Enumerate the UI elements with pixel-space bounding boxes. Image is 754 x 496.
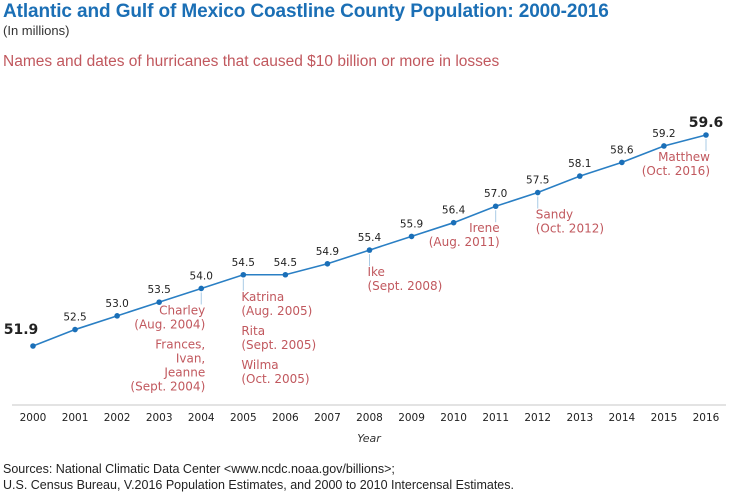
annotation-text: Charley: [159, 303, 205, 317]
data-point-2005: [240, 271, 247, 278]
x-axis-title: Year: [357, 432, 382, 445]
data-point-2003: [156, 299, 162, 305]
annotation-text: (Sept. 2008): [368, 279, 443, 293]
x-tick-label-2009: 2009: [398, 412, 425, 424]
data-point-2014: [619, 159, 625, 166]
x-tick-label-2016: 2016: [693, 412, 720, 424]
data-point-2016: [703, 132, 709, 138]
annotation-2005: Katrina(Aug. 2005) Rita(Sept. 2005) Wilma(…: [241, 290, 316, 386]
annotation-text: Rita: [241, 324, 265, 338]
value-label-2008: 55.4: [358, 232, 382, 244]
annotation-text: Ike: [368, 265, 385, 279]
annotation-2011: Irene(Aug. 2011): [429, 221, 500, 249]
x-tick-label-2008: 2008: [356, 412, 383, 424]
annotation-legend-note: Names and dates of hurricanes that cause…: [3, 53, 500, 70]
x-tick-label-2006: 2006: [272, 412, 299, 424]
annotation-text: Jeanne: [163, 365, 205, 379]
sources-line-2: U.S. Census Bureau, V.2016 Population Es…: [3, 478, 514, 492]
x-tick-label-2012: 2012: [524, 412, 551, 424]
data-point-2015: [661, 143, 667, 149]
value-label-2000: 51.9: [4, 322, 39, 338]
value-label-2001: 52.5: [63, 312, 86, 324]
annotation-text: (Oct. 2016): [642, 164, 710, 178]
value-label-2004: 54.0: [190, 270, 213, 282]
value-label-2016: 59.6: [689, 115, 724, 131]
value-label-2003: 53.5: [147, 284, 170, 296]
annotation-text: (Aug. 2005): [241, 304, 312, 318]
data-point-2011: [492, 203, 499, 210]
x-tick-label-2003: 2003: [146, 412, 173, 424]
x-tick-labels: 2000 2001 2002 2003 2004 2005 2006 2007 2008 2009…: [20, 412, 720, 424]
value-labels: 51.9 52.5 53.0 53.5 54.0 54.5 54.5 54.9 55.4 55.9…: [4, 115, 724, 338]
x-tick-label-2002: 2002: [104, 412, 131, 424]
sources-footnote: Sources: National Climatic Data Center <…: [3, 461, 514, 493]
data-point-2004: [198, 285, 205, 292]
annotation-text: Sandy: [536, 208, 573, 222]
chart-subtitle: (In millions): [3, 23, 70, 38]
annotation-2012: Sandy(Oct. 2012): [536, 208, 604, 236]
x-tick-label-2010: 2010: [440, 412, 467, 424]
annotation-2008: Ike(Sept. 2008): [368, 265, 443, 293]
value-label-2013: 58.1: [568, 158, 591, 170]
annotation-text: Matthew: [658, 150, 710, 164]
hurricane-annotations: Charley(Aug. 2004)Frances,Ivan,Jeanne(Se…: [130, 150, 710, 393]
annotation-text: (Sept. 2005): [241, 338, 316, 352]
x-tick-label-2014: 2014: [609, 412, 636, 424]
value-label-2006: 54.5: [274, 257, 297, 269]
value-label-2011: 57.0: [484, 188, 507, 200]
chart-title: Atlantic and Gulf of Mexico Coastline Co…: [3, 1, 609, 22]
data-point-2010: [450, 219, 457, 226]
annotation-text: (Aug. 2004): [134, 317, 205, 331]
data-point-2012: [534, 189, 541, 196]
value-label-2005: 54.5: [232, 257, 255, 269]
value-label-2012: 57.5: [526, 175, 549, 187]
value-label-2009: 55.9: [400, 218, 423, 230]
annotation-2004: Charley(Aug. 2004) Frances,Ivan,Jeanne(Se…: [130, 303, 205, 393]
annotation-text: Ivan,: [176, 351, 205, 365]
value-label-2007: 54.9: [316, 246, 339, 258]
x-tick-label-2001: 2001: [62, 412, 89, 424]
annotation-2016: Matthew(Oct. 2016): [642, 150, 710, 178]
data-point-2007: [324, 260, 331, 267]
annotation-leaders: [200, 139, 707, 305]
data-point-2008: [366, 247, 373, 253]
x-tick-label-2004: 2004: [188, 412, 215, 424]
annotation-text: (Oct. 2012): [536, 222, 604, 236]
data-point-2000: [30, 343, 36, 349]
annotation-text: Wilma: [241, 358, 278, 372]
data-point-2006: [282, 271, 289, 278]
value-label-2002: 53.0: [105, 298, 128, 310]
x-tick-label-2007: 2007: [314, 412, 341, 424]
annotation-text: (Oct. 2005): [241, 372, 309, 386]
annotation-text: (Aug. 2011): [429, 235, 500, 249]
value-label-2010: 56.4: [442, 205, 466, 217]
data-point-2013: [577, 173, 583, 179]
value-label-2015: 59.2: [652, 128, 675, 140]
x-tick-label-2011: 2011: [482, 412, 509, 424]
data-points: [30, 132, 709, 349]
data-point-2001: [72, 326, 78, 333]
annotation-text: Irene: [469, 221, 500, 235]
x-tick-label-2015: 2015: [651, 412, 678, 424]
value-label-2014: 58.6: [610, 144, 634, 156]
data-point-2002: [114, 313, 120, 319]
annotation-text: Katrina: [241, 290, 284, 304]
annotation-text: (Sept. 2004): [130, 379, 205, 393]
sources-line-1: Sources: National Climatic Data Center <…: [3, 462, 395, 476]
x-tick-label-2005: 2005: [230, 412, 257, 424]
data-point-2009: [408, 233, 415, 240]
x-tick-label-2013: 2013: [566, 412, 593, 424]
x-tick-label-2000: 2000: [20, 412, 47, 424]
annotation-text: Frances,: [155, 337, 205, 351]
